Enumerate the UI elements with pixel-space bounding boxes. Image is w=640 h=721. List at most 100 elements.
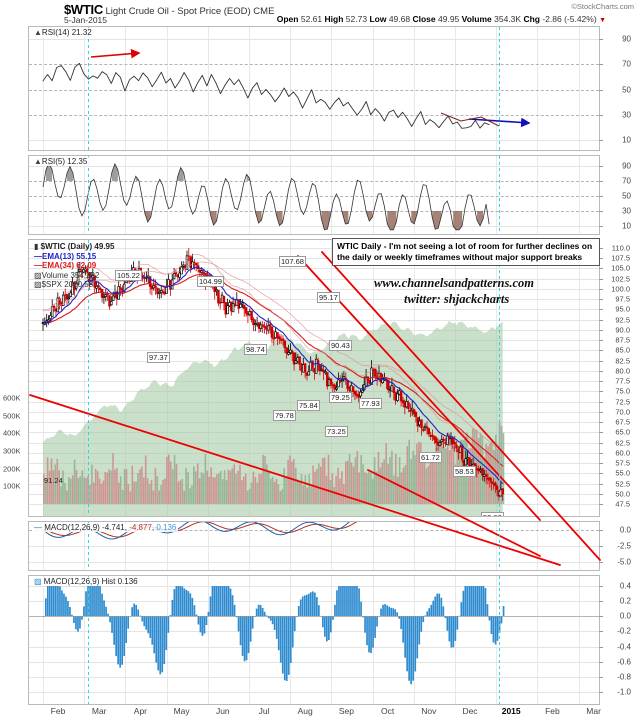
axis-tick-label: 10 — [622, 221, 631, 231]
macd-legend: — MACD(12,26,9) -4.741, -4.877, 0.136 — [32, 523, 179, 532]
price-panel: 91.24 105.22 97.37 104.99 98.74 107.68 90.43 95… — [3, 238, 630, 517]
symbol-description: Light Crude Oil - Spot Price (EOD) CME — [105, 6, 275, 17]
chart-annotation: WTIC Daily - I'm not seeing a lot of roo… — [332, 238, 600, 266]
axis-tick-label: 0.2 — [619, 596, 631, 606]
symbol-title: $WTIC Light Crude Oil - Spot Price (EOD)… — [64, 2, 274, 17]
volume-axis-label: 200K — [3, 464, 21, 474]
volume-axis-label: 300K — [3, 446, 21, 456]
chg-label: Chg — [523, 14, 540, 24]
axis-tick-label: 82.5 — [615, 356, 630, 366]
rsi5-legend-text: RSI(5) 12.35 — [41, 157, 88, 166]
symbol-ticker: $WTIC — [64, 2, 103, 17]
axis-tick-label: 47.5 — [615, 499, 630, 509]
axis-tick-label: 80.0 — [615, 366, 630, 376]
price-callout-label: 97.37 — [147, 352, 170, 363]
chg-value: -2.86 (-5.42%) — [542, 14, 597, 24]
quote-bar: Open 52.61 High 52.73 Low 49.68 Close 49… — [277, 14, 606, 24]
volume-axis-label: 100K — [3, 481, 21, 491]
axis-tick-label: 102.5 — [611, 274, 630, 284]
x-axis-label-mar: Mar — [586, 706, 601, 716]
x-axis-label-oct: Oct — [380, 706, 395, 716]
close-label: Close — [412, 14, 436, 24]
axis-tick-label: 50 — [622, 85, 631, 94]
price-callout-label: 79.25 — [329, 392, 352, 403]
axis-tick-label: 70 — [622, 176, 631, 186]
macd-hist-legend-text: MACD(12,26,9) Hist 0.136 — [43, 577, 138, 586]
price-callout-label: 107.68 — [279, 256, 306, 267]
x-axis-label-sep: Sep — [338, 706, 354, 716]
price-callout-label: 90.43 — [329, 340, 352, 351]
axis-tick-label: 105.0 — [611, 263, 630, 273]
price-legend-ema13: EMA(13) 55.15 — [42, 251, 97, 261]
x-axis-label-apr: Apr — [133, 706, 148, 716]
high-label: High — [324, 14, 344, 24]
x-axis-label-jul: Jul — [258, 706, 270, 716]
open-value: 52.61 — [300, 14, 323, 24]
annotation-line-2: the daily or weekly timeframes without m… — [337, 252, 583, 262]
axis-tick-label: 107.5 — [611, 253, 630, 263]
price-legend-main: $WTIC (Daily) 49.95 — [40, 242, 115, 251]
price-callout-label: 58.53 — [453, 466, 476, 477]
volume-axis-label: 500K — [3, 411, 21, 421]
axis-tick-label: 77.5 — [615, 376, 630, 386]
x-axis-label-jun: Jun — [215, 706, 230, 716]
price-legend-volume: Volume 354,292 — [41, 270, 100, 280]
axis-tick-label: 10 — [622, 135, 631, 145]
axis-tick-label: 57.5 — [615, 458, 630, 468]
price-callout-label: 61.72 — [419, 452, 442, 463]
price-legend-ema34: EMA(34) 62.09 — [42, 261, 97, 270]
axis-tick-label: -1.0 — [617, 687, 631, 697]
chevron-down-icon[interactable]: ▼ — [599, 17, 606, 24]
volume-label: Volume — [461, 14, 492, 24]
annotation-line-1: WTIC Daily - I'm not seeing a lot of roo… — [337, 241, 593, 251]
axis-tick-label: 70 — [622, 59, 631, 69]
price-callout-label: 98.74 — [244, 344, 267, 355]
bar-chart-icon: ▨ — [34, 270, 42, 280]
x-axis-label-may: May — [173, 706, 190, 716]
axis-tick-label: 0.0 — [619, 525, 631, 535]
macd-hist-legend: ▨ MACD(12,26,9) Hist 0.136 — [32, 577, 140, 586]
rsi14-panel: ▲RSI(14) 21.32 90 70 50 30 10 — [28, 26, 631, 151]
price-callout-label: 77.93 — [359, 398, 382, 409]
price-callout-label: 91.24 — [44, 476, 63, 485]
axis-tick-label: 75.0 — [615, 386, 630, 396]
chart-header: $WTIC Light Crude Oil - Spot Price (EOD)… — [0, 0, 640, 25]
axis-tick-label: 95.0 — [615, 304, 630, 314]
low-value: 49.68 — [388, 14, 411, 24]
price-callout-label: 104.99 — [197, 276, 224, 287]
price-callout-label: 95.17 — [317, 292, 340, 303]
macd-panel: — MACD(12,26,9) -4.741, -4.877, 0.136 0.… — [28, 521, 631, 571]
x-axis-label-dec: Dec — [462, 706, 478, 716]
x-axis-label-nov: Nov — [421, 706, 437, 716]
axis-tick-label: 50 — [622, 191, 631, 201]
rsi14-legend: ▲RSI(14) 21.32 — [32, 28, 94, 37]
axis-tick-label: 55.0 — [615, 468, 630, 478]
low-label: Low — [369, 14, 387, 24]
axis-tick-label: 97.5 — [615, 294, 630, 304]
axis-tick-label: 62.5 — [615, 438, 630, 448]
axis-tick-label: 30 — [622, 110, 631, 120]
axis-tick-label: 67.5 — [615, 417, 630, 427]
open-label: Open — [276, 14, 299, 24]
axis-tick-label: 70.0 — [615, 407, 630, 417]
axis-tick-label: -0.8 — [617, 672, 631, 682]
axis-tick-label: 90 — [622, 34, 631, 44]
axis-tick-label: -5.0 — [617, 557, 631, 567]
axis-tick-label: 30 — [622, 206, 631, 216]
axis-tick-label: 65.0 — [615, 427, 630, 437]
axis-tick-label: -0.6 — [617, 657, 631, 667]
axis-tick-label: 72.5 — [615, 397, 630, 407]
quote-date: 5-Jan-2015 — [64, 15, 108, 25]
price-legend: ▮ $WTIC (Daily) 49.95 —EMA(13) 55.15 —EM… — [34, 242, 115, 289]
volume-axis-label: 600K — [3, 393, 21, 403]
histogram-icon: ▨ — [34, 577, 42, 586]
macd-legend-v2: -4.877 — [129, 523, 152, 532]
price-callout-label: 105.22 — [115, 270, 142, 281]
rsi14-legend-text: RSI(14) 21.32 — [41, 28, 92, 37]
axis-tick-label: 110.0 — [611, 243, 630, 253]
price-callout-label: 75.84 — [297, 400, 320, 411]
rsi5-panel: ▲RSI(5) 12.35 90 70 50 30 10 — [28, 155, 631, 235]
area-chart-icon: ▨ — [34, 280, 42, 289]
price-callout-label: 53.60 — [481, 512, 504, 516]
